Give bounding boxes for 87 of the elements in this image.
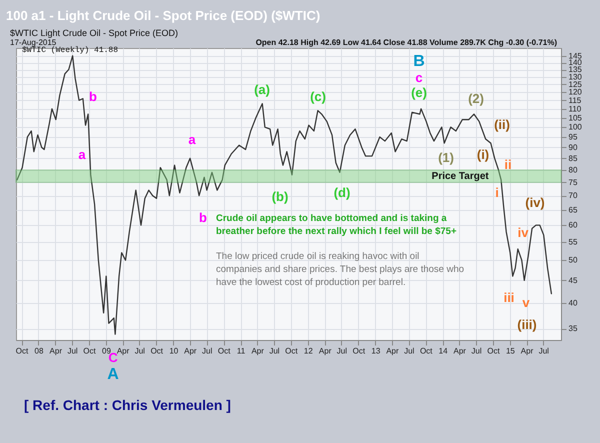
x-tick-label: Jul bbox=[134, 346, 146, 356]
y-tick-label: 45 bbox=[568, 276, 578, 285]
annotation: (d) bbox=[334, 185, 350, 200]
y-tick-label: 75 bbox=[568, 178, 578, 187]
chart-title: 100 a1 - Light Crude Oil - Spot Price (EOD) ($WTIC) bbox=[6, 8, 320, 23]
annotation: (b) bbox=[272, 189, 288, 204]
annotation: (a) bbox=[254, 82, 270, 97]
x-tick-label: Apr bbox=[50, 346, 62, 356]
annotation: c bbox=[415, 70, 423, 85]
annotation: Crude oil appears to have bottomed and is taking a breather before the next rally which I feel will be $75+ bbox=[216, 213, 457, 237]
x-tick-label: Apr bbox=[318, 346, 332, 356]
y-tick-label: 120 bbox=[568, 88, 582, 97]
annotation: (1) bbox=[438, 150, 454, 165]
y-tick-label: 100 bbox=[568, 122, 582, 132]
x-tick-label: 12 bbox=[304, 346, 314, 356]
x-tick-label: Apr bbox=[116, 346, 130, 356]
annotation: (c) bbox=[310, 89, 326, 104]
x-tick-label: 15 bbox=[506, 346, 516, 356]
x-tick-label: 14 bbox=[438, 346, 448, 356]
annotation: (iii) bbox=[517, 317, 537, 332]
x-tick-label: Apr bbox=[454, 346, 466, 356]
annotation: iv bbox=[518, 225, 530, 240]
x-tick-label: Jul bbox=[538, 346, 550, 356]
annotation: (iv) bbox=[525, 195, 545, 210]
y-tick-label: 65 bbox=[568, 205, 578, 214]
y-tick-label: 145 bbox=[568, 51, 582, 60]
x-tick-label: 13 bbox=[371, 346, 381, 356]
annotation: (i) bbox=[476, 147, 490, 162]
text: 17-Aug-2015 bbox=[10, 38, 57, 47]
x-tick-label: Jul bbox=[67, 346, 78, 356]
band-label: Price Target bbox=[432, 171, 490, 182]
annotation: (e) bbox=[411, 85, 427, 100]
annotation: b bbox=[89, 89, 98, 104]
x-tick-label: 11 bbox=[236, 346, 246, 356]
y-tick-label: 60 bbox=[568, 220, 578, 230]
y-tick-label: 80 bbox=[568, 165, 578, 174]
annotation: The low priced crude oil is reaking havoc with oil companies and share prices. The best plays are those who have the lowest cost of production per barrel. bbox=[216, 251, 464, 288]
x-tick-label: 08 bbox=[34, 346, 44, 356]
annotation: b bbox=[199, 210, 208, 225]
x-tick-label: Jul bbox=[202, 346, 212, 356]
x-tick-label: Jul bbox=[471, 346, 482, 356]
x-tick-label: Oct bbox=[420, 346, 434, 356]
y-tick-label: 135 bbox=[568, 65, 582, 74]
y-tick-label: 125 bbox=[568, 80, 582, 89]
annotation: i bbox=[495, 185, 499, 200]
x-tick-label: Jul bbox=[336, 346, 348, 356]
chart-subtitle: $WTIC Light Crude Oil - Spot Price (EOD) bbox=[10, 28, 178, 38]
x-tick-label: Oct bbox=[352, 346, 366, 356]
annotation: iii bbox=[504, 290, 514, 305]
x-tick-label: Jul bbox=[269, 346, 280, 356]
y-tick-label: 50 bbox=[568, 256, 578, 265]
y-tick-label: 55 bbox=[568, 237, 578, 246]
y-tick-label: 40 bbox=[568, 298, 578, 308]
x-tick-label: Oct bbox=[285, 346, 298, 356]
x-tick-label: Apr bbox=[184, 346, 197, 356]
x-tick-label: Oct bbox=[487, 346, 500, 356]
text: A bbox=[107, 366, 120, 383]
text: Open 42.18 High 42.69 Low 41.64 Close 41.88 Volume 289.7K Chg -0.30 (-0.71%) bbox=[256, 38, 558, 47]
annotation: ii bbox=[504, 157, 512, 172]
y-tick-label: 115 bbox=[568, 96, 582, 105]
x-tick-label: Apr bbox=[251, 346, 264, 356]
y-tick-label: 110 bbox=[568, 104, 582, 114]
annotation: (ii) bbox=[494, 117, 510, 132]
y-tick-label: 85 bbox=[568, 154, 578, 163]
y-tick-label: 90 bbox=[568, 142, 578, 152]
y-tick-label: 105 bbox=[568, 113, 582, 122]
x-tick-label: Jul bbox=[404, 346, 415, 356]
annotation: (2) bbox=[468, 91, 484, 106]
x-tick-label: Oct bbox=[218, 346, 232, 356]
x-tick-label: Apr bbox=[520, 346, 534, 356]
x-tick-label: 10 bbox=[169, 346, 179, 356]
annotation: a bbox=[188, 132, 196, 147]
y-tick-label: 130 bbox=[568, 72, 582, 82]
y-tick-label: 70 bbox=[568, 191, 578, 200]
annotation: $WTIC (Weekly) 41.88 bbox=[22, 46, 118, 55]
annotation: v bbox=[522, 295, 530, 310]
x-tick-label: Oct bbox=[150, 346, 164, 356]
annotation: B bbox=[413, 53, 425, 70]
text: [ Ref. Chart : Chris Vermeulen ] bbox=[24, 397, 231, 413]
y-tick-label: 35 bbox=[568, 324, 578, 334]
y-tick-label: 140 bbox=[568, 58, 582, 68]
x-tick-label: Oct bbox=[16, 346, 30, 356]
annotation: a bbox=[78, 147, 86, 162]
line-series bbox=[16, 55, 552, 335]
x-tick-label: Oct bbox=[83, 346, 97, 356]
x-tick-label: Apr bbox=[386, 346, 399, 356]
y-tick-label: 95 bbox=[568, 132, 578, 142]
